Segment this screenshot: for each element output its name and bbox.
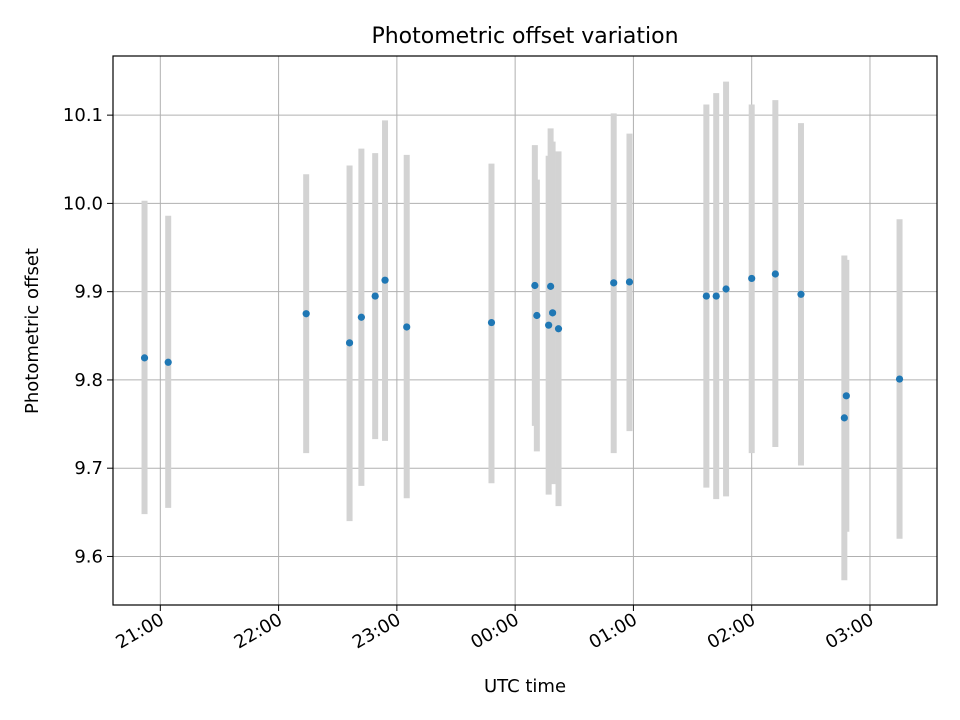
data-point xyxy=(797,290,805,298)
data-point xyxy=(771,270,779,278)
data-point xyxy=(842,392,850,400)
data-point xyxy=(487,318,496,327)
data-point xyxy=(140,354,149,362)
data-point xyxy=(548,309,557,317)
data-point xyxy=(748,274,756,283)
y-tick-label: 9.6 xyxy=(74,546,103,567)
x-axis-label: UTC time xyxy=(484,676,566,697)
data-point xyxy=(371,292,379,300)
data-point xyxy=(840,414,848,422)
data-point xyxy=(547,282,555,290)
plot-area-frame xyxy=(112,55,938,606)
data-point xyxy=(357,313,365,321)
data-point xyxy=(610,279,618,287)
y-axis-label: Photometric offset xyxy=(22,248,43,414)
y-tick-label: 10.1 xyxy=(63,105,103,126)
data-point xyxy=(554,325,563,333)
data-point xyxy=(895,375,904,383)
data-points xyxy=(140,270,904,422)
data-point xyxy=(702,292,710,300)
chart-title: Photometric offset variation xyxy=(371,24,678,49)
data-point xyxy=(722,285,730,293)
data-point xyxy=(381,276,389,284)
data-point xyxy=(533,311,541,320)
data-point xyxy=(403,323,411,331)
y-tick-label: 9.9 xyxy=(74,282,103,303)
data-point xyxy=(345,339,354,347)
y-tick-label: 9.8 xyxy=(74,370,103,391)
data-point xyxy=(625,278,634,286)
data-point xyxy=(164,358,172,366)
data-point xyxy=(545,321,553,329)
y-tick-label: 9.7 xyxy=(74,458,103,479)
data-point xyxy=(712,292,720,300)
data-point xyxy=(302,310,310,318)
y-tick-label: 10.0 xyxy=(63,193,103,214)
data-point xyxy=(531,281,539,290)
